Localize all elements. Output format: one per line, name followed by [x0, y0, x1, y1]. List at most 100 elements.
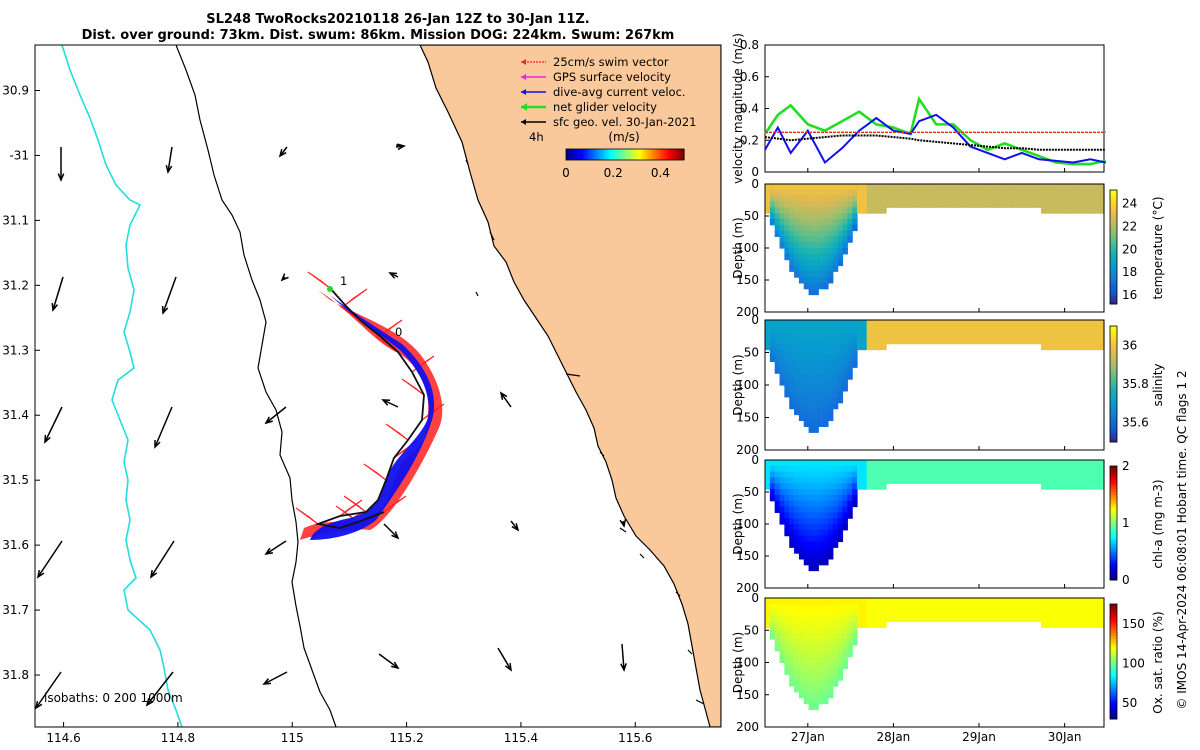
- section-cell: [963, 460, 969, 467]
- section-cell: [968, 201, 974, 208]
- section-cell: [861, 621, 868, 628]
- section-cell: [818, 325, 824, 333]
- section-colorbar-cell: [1110, 520, 1117, 524]
- section-cell: [837, 477, 844, 484]
- section-cell: [818, 506, 824, 513]
- section-colorbar-cell: [1110, 678, 1117, 683]
- section-cell: [837, 535, 844, 543]
- section-cell: [769, 195, 776, 203]
- section-cell: [934, 609, 940, 617]
- section-cell: [798, 355, 805, 362]
- sfc-arrow-head: [391, 661, 400, 670]
- section-cell: [813, 331, 819, 339]
- section-cell: [1031, 598, 1037, 605]
- section-cell: [818, 603, 824, 611]
- section-y-tick-label: 200: [736, 720, 759, 734]
- section-colorbar-cell: [1110, 207, 1117, 211]
- legend-label-sfc: sfc geo. vel. 30-Jan-2021: [553, 115, 697, 129]
- track-label-start: 1: [340, 274, 347, 288]
- section-cell: [1055, 598, 1062, 605]
- section-cell: [886, 201, 892, 208]
- section-cell: [1050, 483, 1057, 490]
- section-cell: [978, 603, 984, 611]
- colorbar-unit-label: (m/s): [608, 130, 639, 144]
- section-cell: [803, 230, 810, 237]
- section-colorbar-cell: [1110, 215, 1117, 219]
- section-cell: [881, 320, 887, 327]
- sfc-arrow-head: [619, 518, 627, 528]
- section-cell: [808, 367, 815, 374]
- section-cell: [765, 201, 771, 208]
- sfc-arrow-shaft: [265, 406, 287, 424]
- section-cell: [818, 396, 824, 404]
- section-cell: [794, 644, 800, 652]
- section-cell: [827, 213, 834, 220]
- section-cell: [852, 621, 858, 628]
- section-cell: [789, 465, 795, 473]
- section-cell: [910, 195, 916, 203]
- section-cell: [876, 615, 882, 623]
- section-cell: [823, 373, 829, 380]
- section-cell: [900, 460, 907, 467]
- section-cell: [823, 242, 829, 249]
- section-cell: [779, 213, 785, 220]
- section-cell: [1007, 325, 1013, 333]
- section-cell: [813, 320, 819, 327]
- section-cell: [1079, 471, 1086, 479]
- section-cell: [934, 337, 940, 345]
- section-cell: [944, 189, 950, 197]
- section-cell: [919, 201, 926, 208]
- section-colorbar-cell: [1110, 618, 1117, 622]
- section-cell: [857, 598, 863, 605]
- section-cell: [784, 615, 790, 623]
- section-cell: [1084, 598, 1091, 605]
- section-colorbar-cell: [1110, 295, 1117, 299]
- section-cell: [803, 460, 810, 467]
- section-cell: [823, 253, 829, 261]
- section-cell: [1094, 621, 1100, 628]
- colorbar-cell: [583, 149, 587, 160]
- section-cell: [852, 477, 858, 484]
- section-cell: [818, 282, 824, 290]
- sfc-arrow-head: [381, 399, 391, 406]
- sfc-arrow-head: [165, 165, 173, 174]
- section-cell: [808, 598, 815, 605]
- section-cell: [992, 184, 999, 191]
- section-cell: [1050, 465, 1057, 473]
- section-cell: [1016, 460, 1023, 467]
- section-cell: [803, 259, 810, 267]
- section-cell: [1070, 465, 1076, 473]
- section-cell: [910, 471, 916, 479]
- section-cell: [1036, 609, 1042, 617]
- section-cell: [963, 609, 969, 617]
- section-cell: [808, 242, 815, 249]
- section-cell: [813, 512, 819, 519]
- section-cell: [832, 259, 839, 267]
- section-cell: [769, 489, 776, 496]
- section-cell: [832, 506, 839, 513]
- section-colorbar-cell: [1110, 621, 1117, 625]
- section-cell: [765, 471, 771, 479]
- section-cell: [1094, 331, 1100, 339]
- section-cell: [842, 242, 848, 249]
- section-cell: [789, 662, 795, 669]
- section-cell: [910, 201, 916, 208]
- section-cell: [794, 518, 800, 525]
- section-y-label: Depth (m): [731, 493, 745, 554]
- section-cell: [1099, 184, 1105, 191]
- section-cell: [837, 529, 844, 537]
- section-cell: [837, 668, 844, 675]
- section-cell: [1031, 325, 1037, 333]
- section-cell: [827, 248, 834, 255]
- section-cell: [1074, 184, 1081, 191]
- section-cell: [823, 408, 829, 416]
- section-cell: [789, 656, 795, 664]
- section-cell: [798, 674, 805, 681]
- section-cell: [827, 465, 834, 473]
- section-cell: [1021, 603, 1028, 611]
- section-cell: [823, 337, 829, 345]
- section-cell: [1094, 320, 1100, 327]
- section-cell: [784, 242, 790, 249]
- section-cell: [915, 337, 921, 345]
- section-cell: [832, 529, 839, 537]
